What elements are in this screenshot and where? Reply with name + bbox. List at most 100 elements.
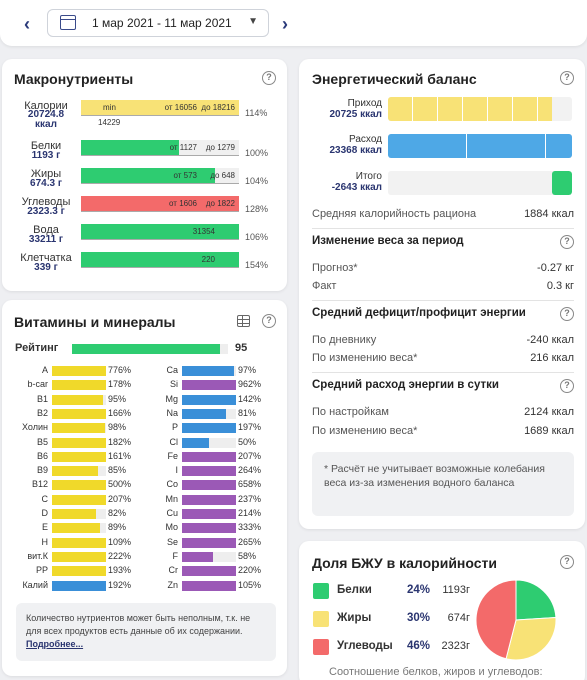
nutrient-percent: 333% — [238, 522, 262, 533]
nutrient-name: Холин — [22, 422, 48, 433]
fact-row: Факт 0.3 кг — [312, 280, 574, 292]
nutrient-bar — [52, 466, 106, 477]
nutrient-percent: 82% — [108, 508, 127, 518]
macro-baseline — [81, 267, 239, 268]
nutrient-name: C — [41, 493, 49, 504]
macro-name: Белки — [30, 140, 62, 152]
nutrient-bar — [52, 537, 106, 548]
help-icon[interactable]: ? — [560, 307, 574, 321]
by-weight-row: По изменению веса* 216 ккал — [312, 352, 574, 364]
nutrient-name: Zn — [167, 579, 178, 590]
nutrient-row: B12 500% — [2, 479, 287, 492]
nutrient-bar — [182, 394, 236, 405]
nutrient-name: PP — [35, 565, 48, 576]
help-icon[interactable]: ? — [262, 314, 276, 328]
expense-bar — [388, 134, 572, 158]
nutrient-percent: 962% — [238, 379, 262, 390]
nutrient-row: Mo 333% — [2, 522, 287, 535]
nutrient-row: B2 166% — [2, 408, 287, 421]
chevron-down-icon: ▼ — [248, 16, 258, 27]
bju-share-card: Доля БЖУ в калорийности ? Белки 24% 1193г Ж… — [299, 541, 585, 680]
legend-swatch — [313, 611, 329, 627]
vitamins-card: Витамины и минералы ? Рейтинг 95 A 776% b-… — [2, 300, 287, 676]
prev-period-icon[interactable]: ‹ — [24, 14, 30, 34]
intake-row-label: Приход 20725 ккал — [312, 98, 382, 120]
nutrient-bar — [182, 551, 236, 562]
nutrient-name: Cu — [166, 508, 178, 518]
expense-value: 23368 ккал — [329, 145, 382, 156]
macro-to-label: до 648 — [210, 171, 235, 180]
nutrient-bar — [52, 509, 106, 519]
date-range-label: 1 мар 2021 - 11 мар 2021 — [92, 16, 232, 30]
nutrient-bar — [182, 566, 236, 577]
nutrient-name: I — [175, 465, 178, 476]
help-icon[interactable]: ? — [560, 235, 574, 249]
help-icon[interactable]: ? — [560, 71, 574, 85]
macro-norm-label: 220 — [201, 255, 215, 264]
more-link[interactable]: Подробнее... — [26, 639, 84, 649]
macro-to-label: до 1279 — [205, 143, 235, 152]
by-weight-expense-label: По изменению веса* — [312, 425, 418, 437]
nutrient-row: Калий 192% — [2, 580, 287, 593]
nutrient-row: E 89% — [2, 522, 287, 535]
macro-bar: 31354 — [81, 224, 239, 239]
date-toolbar: ‹ 1 мар 2021 - 11 мар 2021 ▼ › — [0, 0, 587, 46]
deficit-title: Средний дефицит/профицит энергии — [312, 307, 526, 319]
nutrient-bar — [182, 466, 236, 477]
vitamins-title: Витамины и минералы — [14, 314, 176, 330]
nutrient-row: PP 193% — [2, 565, 287, 578]
nutrient-name: Fe — [167, 450, 178, 461]
fact-value: 0.3 кг — [546, 280, 574, 292]
nutrient-percent: 58% — [238, 550, 257, 561]
nutrient-row: B1 95% — [2, 394, 287, 407]
intake-label: Приход — [347, 98, 382, 109]
total-label: Итого — [355, 171, 382, 182]
intake-bar — [388, 97, 572, 121]
nutrient-percent: 166% — [108, 407, 132, 418]
divider — [312, 372, 574, 373]
macro-bar: 220 — [81, 252, 239, 267]
nutrient-row: Cl 50% — [2, 437, 287, 450]
nutrient-row: Fe 207% — [2, 451, 287, 464]
total-row-label: Итого -2643 ккал — [312, 171, 382, 193]
macro-baseline — [81, 115, 239, 116]
macro-value: 20724.8 ккал — [27, 109, 65, 130]
macro-from-label: от 1127 — [169, 143, 197, 152]
help-icon[interactable]: ? — [262, 71, 276, 85]
nutrient-row: Cr 220% — [2, 565, 287, 578]
help-icon[interactable]: ? — [560, 379, 574, 393]
macro-value: 1193 г — [31, 150, 61, 161]
vitamins-note-text: Количество нутриентов может быть неполны… — [26, 613, 251, 636]
pie-slice-1 — [505, 616, 557, 661]
nutrient-bar — [182, 537, 236, 548]
nutrient-bar — [182, 366, 236, 376]
nutrient-percent: 89% — [108, 522, 127, 533]
macro-percent: 114% — [245, 108, 268, 118]
expense-label: Расход — [349, 134, 382, 145]
nutrient-row: Na 81% — [2, 408, 287, 421]
macro-title: Макронутриенты — [14, 71, 134, 87]
nutrient-row: P 197% — [2, 422, 287, 435]
macro-value: 674.3 г — [30, 178, 62, 189]
nutrient-percent: 109% — [108, 536, 132, 547]
nutrient-name: H — [41, 536, 49, 547]
nutrient-bar — [52, 451, 106, 462]
nutrient-row: B9 85% — [2, 465, 287, 478]
nutrient-row: Холин 98% — [2, 422, 287, 435]
forecast-label: Прогноз* — [312, 262, 358, 274]
nutrient-name: Mn — [165, 493, 178, 504]
table-icon[interactable] — [237, 315, 250, 327]
date-range-select[interactable]: 1 мар 2021 - 11 мар 2021 ▼ — [47, 9, 269, 37]
nutrient-name: Co — [166, 479, 178, 490]
nutrient-bar — [52, 480, 106, 491]
energy-title: Энергетический баланс — [312, 71, 477, 87]
nutrient-row: Ca 97% — [2, 365, 287, 378]
macronutrients-card: Макронутриенты ? Калории 20724.8 ккал min от… — [2, 59, 287, 291]
nutrient-bar — [52, 523, 106, 534]
by-weight-value: 216 ккал — [530, 352, 574, 364]
next-period-icon[interactable]: › — [282, 14, 288, 34]
nutrient-row: A 776% — [2, 365, 287, 378]
help-icon[interactable]: ? — [560, 555, 574, 569]
nutrient-name: E — [41, 522, 48, 533]
total-value: -2643 ккал — [331, 182, 382, 193]
